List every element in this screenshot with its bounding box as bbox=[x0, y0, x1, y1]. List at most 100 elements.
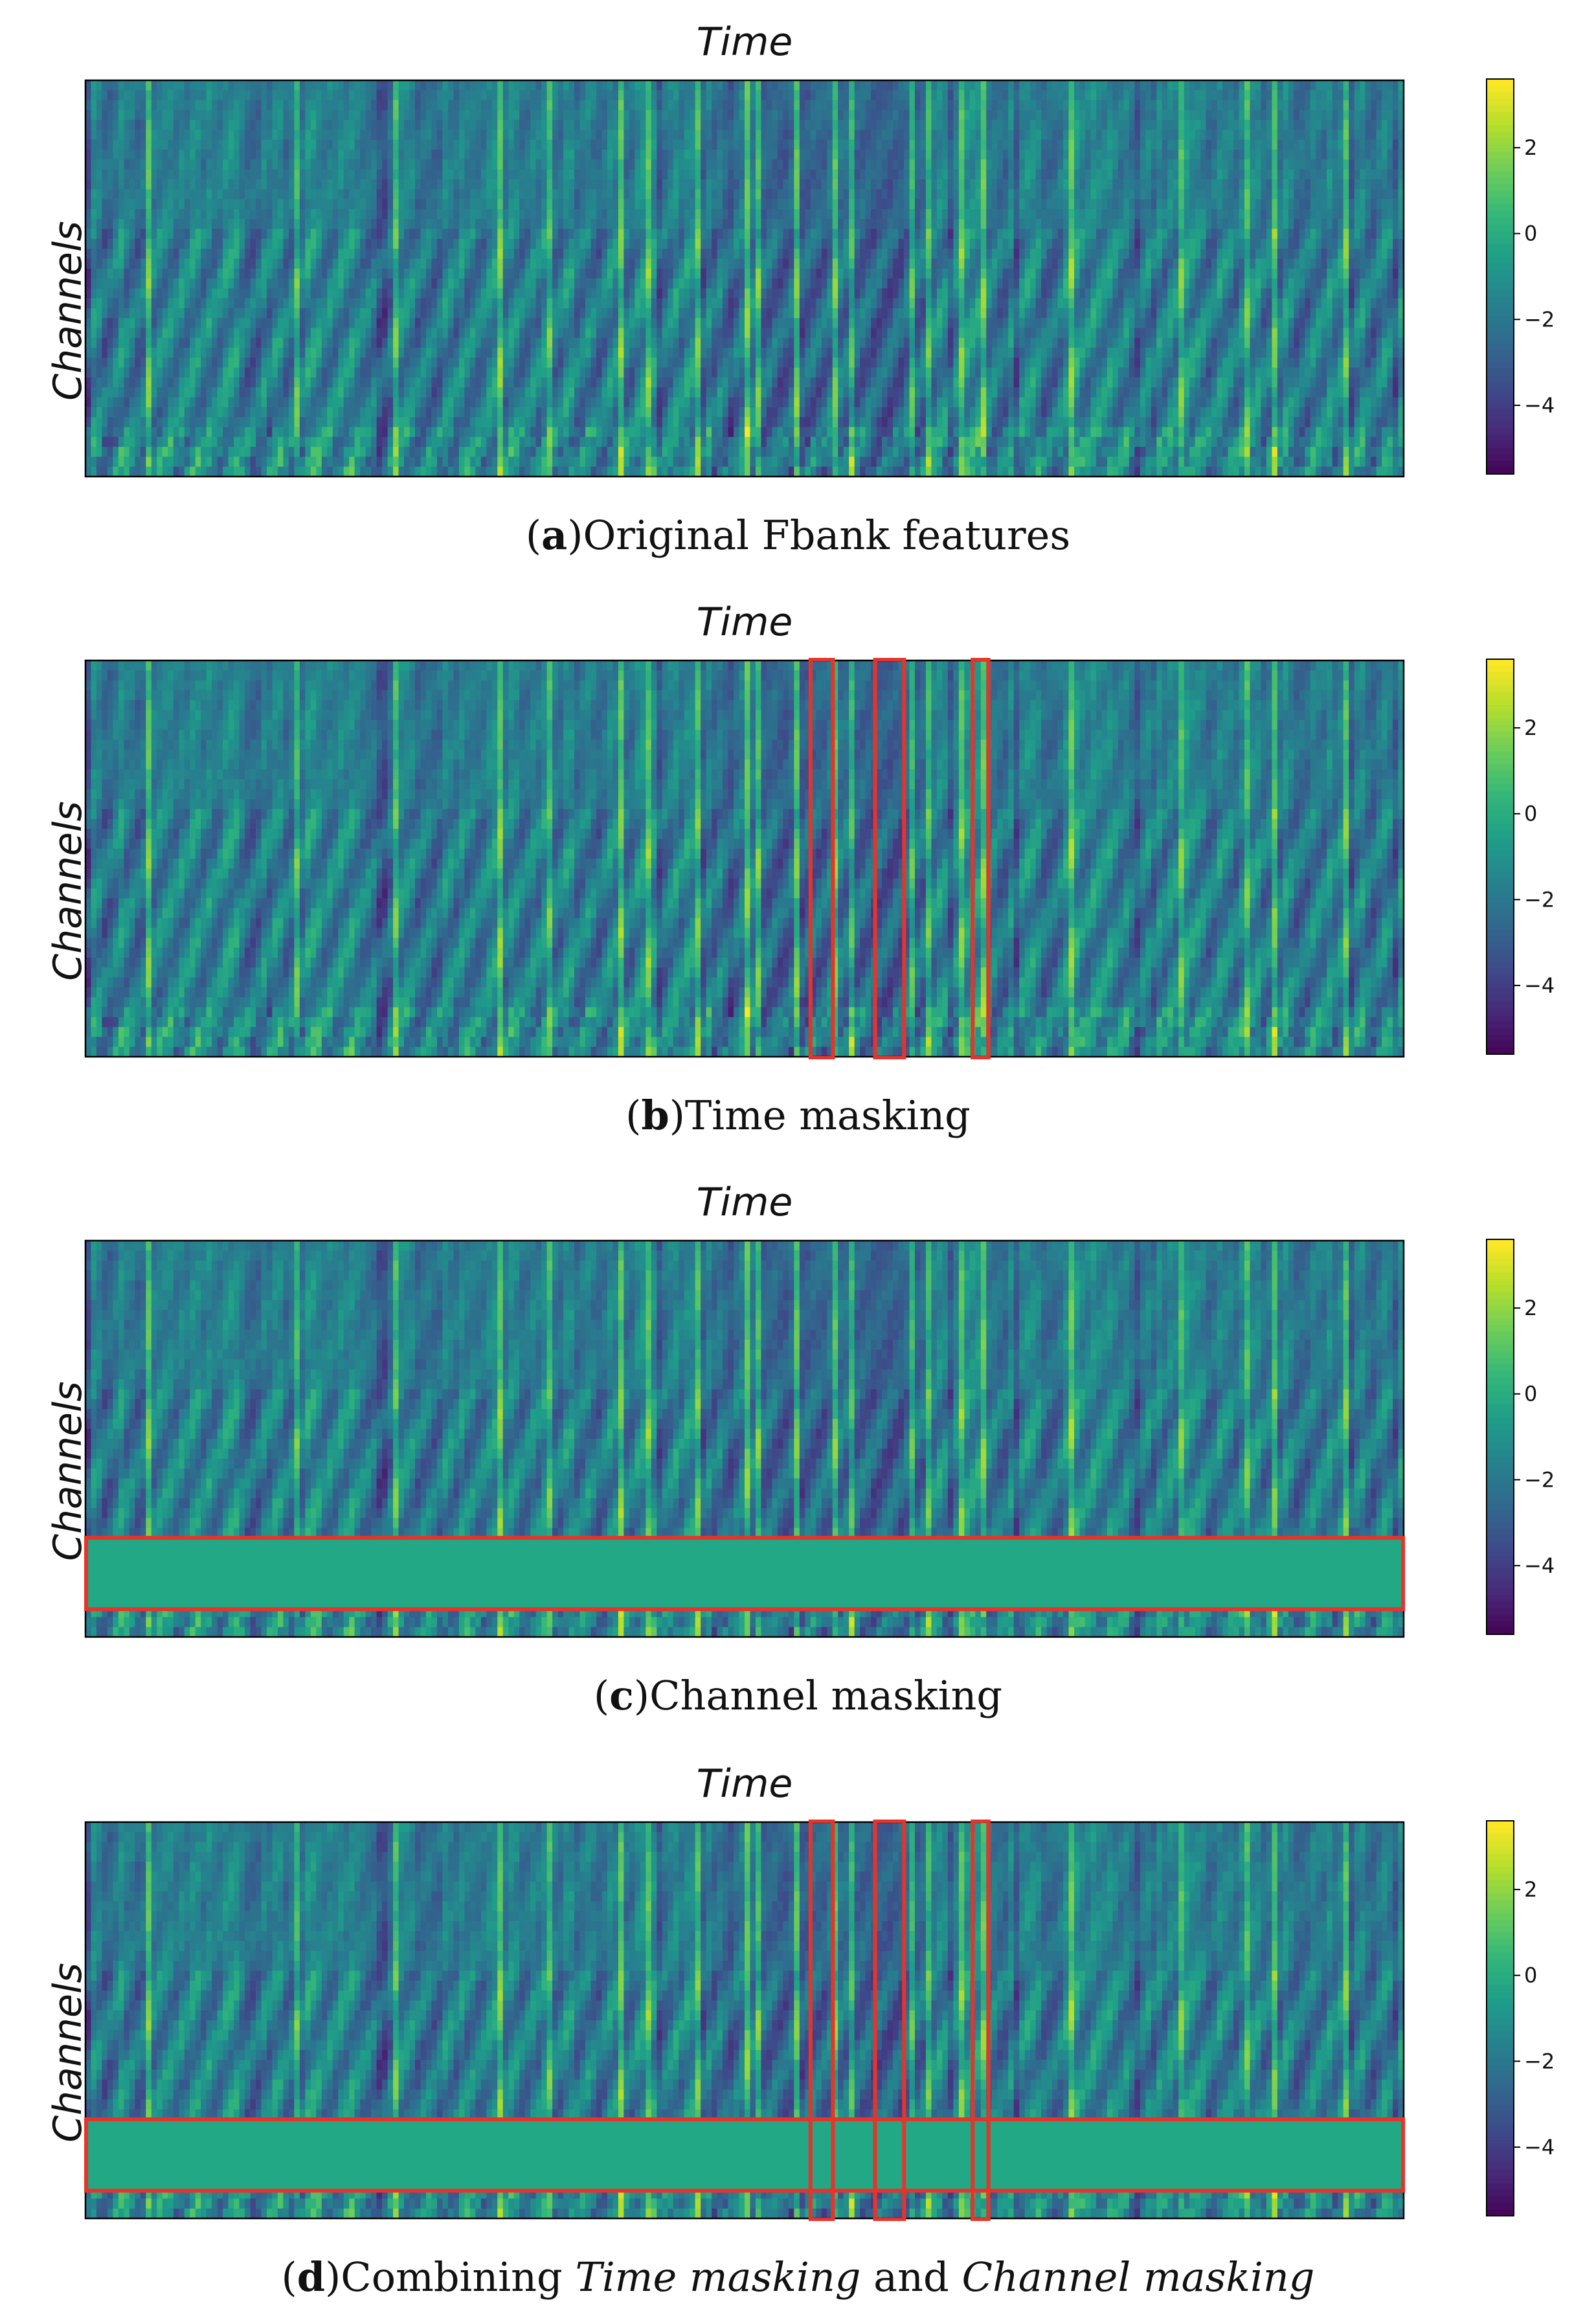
colorbar-gradient-segment bbox=[1487, 1417, 1514, 1425]
channel-mask-fill bbox=[85, 2119, 1404, 2191]
colorbar-gradient-segment bbox=[1487, 1548, 1514, 1556]
colorbar-gradient-segment bbox=[1487, 903, 1514, 910]
colorbar-gradient-segment bbox=[1487, 1410, 1514, 1418]
colorbar-gradient-segment bbox=[1487, 2163, 1514, 2170]
colorbar-gradient-segment bbox=[1487, 1252, 1514, 1260]
colorbar-gradient-segment bbox=[1487, 1932, 1514, 1940]
colorbar-tick-label: −2 bbox=[1524, 307, 1555, 332]
colorbar-gradient-segment bbox=[1487, 712, 1514, 719]
colorbar-gradient-segment bbox=[1487, 1008, 1514, 1015]
colorbar-gradient-segment bbox=[1487, 2196, 1514, 2204]
colorbar-tick-label: 2 bbox=[1524, 1877, 1537, 1902]
colorbar-gradient-segment bbox=[1487, 863, 1514, 870]
colorbar-gradient-segment bbox=[1487, 414, 1514, 422]
colorbar-gradient-segment bbox=[1487, 2117, 1514, 2125]
colorbar-gradient-segment bbox=[1487, 401, 1514, 409]
colorbar-tick-label: −4 bbox=[1524, 393, 1555, 418]
caption-part: and bbox=[860, 2253, 961, 2301]
time-mask-box bbox=[873, 658, 906, 1059]
spectrogram-plot bbox=[84, 1820, 1405, 2221]
colorbar-gradient-segment bbox=[1487, 975, 1514, 982]
colorbar-gradient-segment bbox=[1487, 1979, 1514, 1986]
colorbar-gradient-segment bbox=[1487, 309, 1514, 317]
colorbar-gradient-segment bbox=[1487, 223, 1514, 231]
colorbar-gradient-segment bbox=[1487, 1041, 1514, 1048]
colorbar-frame bbox=[1486, 1239, 1514, 1635]
colorbar-gradient-segment bbox=[1487, 1959, 1514, 1967]
colorbar-gradient-segment bbox=[1487, 778, 1514, 785]
colorbar-gradient-segment bbox=[1487, 395, 1514, 402]
colorbar-gradient-segment bbox=[1487, 1272, 1514, 1279]
colorbar-gradient-segment bbox=[1487, 302, 1514, 310]
colorbar-gradient-segment bbox=[1487, 329, 1514, 337]
figure-caption: (c)Channel masking bbox=[0, 1672, 1596, 1719]
colorbar-gradient-segment bbox=[1487, 1028, 1514, 1035]
colorbar-gradient-segment bbox=[1487, 1404, 1514, 1411]
figure-caption: (a)Original Fbank features bbox=[0, 512, 1596, 559]
colorbar-gradient-segment bbox=[1487, 1305, 1514, 1313]
colorbar-gradient-segment bbox=[1487, 342, 1514, 350]
colorbar-gradient-segment bbox=[1487, 256, 1514, 264]
colorbar-gradient-segment bbox=[1487, 1509, 1514, 1516]
colorbar-gradient-segment bbox=[1487, 1279, 1514, 1286]
caption-part: Channel masking bbox=[961, 2253, 1314, 2301]
caption-letter: a bbox=[541, 512, 567, 559]
caption-text: Time masking bbox=[685, 1092, 971, 1139]
panel-a: Time Channels 2 0 −2 −4 (a)Original Fbank f… bbox=[0, 0, 1596, 580]
colorbar-gradient-segment bbox=[1487, 2084, 1514, 2091]
colorbar-gradient-segment bbox=[1487, 1588, 1514, 1595]
plot-title: Time bbox=[84, 600, 1405, 645]
colorbar-gradient-segment bbox=[1487, 1906, 1514, 1913]
colorbar-gradient-segment bbox=[1487, 1827, 1514, 1834]
colorbar-gradient-segment bbox=[1487, 2038, 1514, 2046]
colorbar-gradient-segment bbox=[1487, 2097, 1514, 2104]
colorbar-gradient-segment bbox=[1487, 2169, 1514, 2177]
colorbar-gradient-segment bbox=[1487, 1886, 1514, 1894]
colorbar-gradient-segment bbox=[1487, 316, 1514, 323]
colorbar-tick-label: −2 bbox=[1524, 887, 1555, 912]
plot-frame bbox=[84, 79, 1405, 478]
colorbar-gradient-segment bbox=[1487, 190, 1514, 198]
colorbar-gradient-segment bbox=[1487, 118, 1514, 126]
colorbar-gradient-segment bbox=[1487, 1946, 1514, 1953]
colorbar-gradient-segment bbox=[1487, 889, 1514, 897]
panel-d: Time Channels 2 0 −2 −4 (d)Combining Time m… bbox=[0, 1742, 1596, 2322]
colorbar-gradient-segment bbox=[1487, 745, 1514, 752]
time-mask-box bbox=[808, 1820, 835, 2221]
colorbar-gradient-segment bbox=[1487, 296, 1514, 304]
colorbar-gradient-segment bbox=[1487, 131, 1514, 139]
colorbar-gradient-segment bbox=[1487, 375, 1514, 383]
colorbar-gradient-segment bbox=[1487, 421, 1514, 429]
caption-letter: b bbox=[641, 1092, 669, 1139]
colorbar-gradient-segment bbox=[1487, 2176, 1514, 2183]
colorbar-gradient-segment bbox=[1487, 2031, 1514, 2039]
colorbar-gradient-segment bbox=[1487, 1483, 1514, 1490]
colorbar-gradient-segment bbox=[1487, 1998, 1514, 2006]
colorbar-gradient-segment bbox=[1487, 388, 1514, 396]
colorbar-gradient-segment bbox=[1487, 1840, 1514, 1848]
colorbar-tick-label: 2 bbox=[1524, 135, 1537, 160]
plot-frame bbox=[84, 1239, 1405, 1638]
caption-part: Time masking bbox=[575, 2253, 860, 2301]
channel-mask-box bbox=[84, 2117, 1405, 2193]
colorbar-gradient-segment bbox=[1487, 922, 1514, 930]
colorbar-gradient-segment bbox=[1487, 1608, 1514, 1616]
colorbar-gradient-segment bbox=[1487, 1535, 1514, 1543]
plot-title: Time bbox=[84, 1761, 1405, 1807]
colorbar-gradient-segment bbox=[1487, 243, 1514, 251]
colorbar-gradient-segment bbox=[1487, 784, 1514, 791]
colorbar-gradient-segment bbox=[1487, 1614, 1514, 1622]
caption-letter: d bbox=[297, 2253, 325, 2301]
colorbar-gradient-segment bbox=[1487, 1621, 1514, 1629]
colorbar-frame bbox=[1486, 1820, 1514, 2216]
colorbar-gradient-segment bbox=[1487, 1246, 1514, 1253]
colorbar-gradient-segment bbox=[1487, 685, 1514, 693]
colorbar-gradient-segment bbox=[1487, 995, 1514, 1002]
colorbar-gradient-segment bbox=[1487, 982, 1514, 989]
colorbar-gradient-segment bbox=[1487, 837, 1514, 844]
colorbar-gradient-segment bbox=[1487, 1318, 1514, 1325]
colorbar-gradient-segment bbox=[1487, 408, 1514, 416]
colorbar-gradient-segment bbox=[1487, 184, 1514, 192]
figure-caption: (d)Combining Time masking and Channel ma… bbox=[0, 2253, 1596, 2301]
time-mask-box bbox=[971, 658, 991, 1059]
